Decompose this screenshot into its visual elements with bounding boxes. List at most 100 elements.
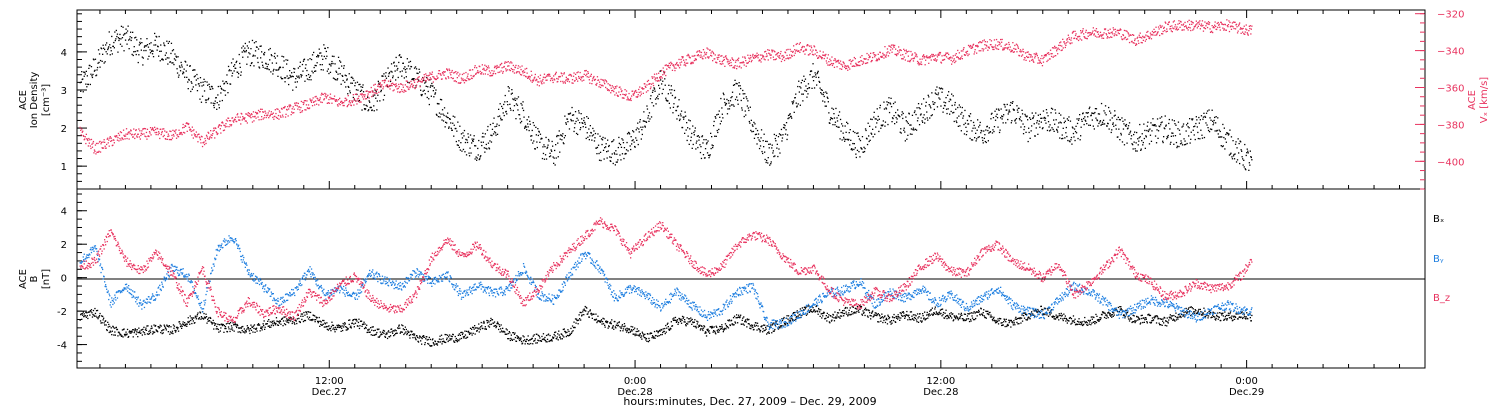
- density-point: [626, 133, 629, 135]
- density-point: [1020, 126, 1022, 128]
- velocity-point: [953, 59, 955, 62]
- density-point: [869, 125, 871, 127]
- density-point: [1223, 127, 1225, 129]
- bx-point: [116, 328, 119, 331]
- density-point: [875, 118, 877, 120]
- velocity-point: [485, 65, 487, 67]
- velocity-point: [921, 58, 923, 60]
- velocity-point: [814, 53, 816, 55]
- density-point: [935, 93, 937, 95]
- velocity-point: [957, 49, 959, 52]
- density-point: [1188, 127, 1190, 129]
- bx-point: [134, 330, 136, 332]
- velocity-point: [193, 133, 195, 135]
- density-point: [654, 98, 657, 100]
- velocity-point: [89, 145, 91, 147]
- density-point: [447, 117, 449, 119]
- density-point: [1173, 120, 1175, 122]
- velocity-point: [1072, 30, 1075, 33]
- density-point: [657, 98, 659, 100]
- density-point: [242, 45, 244, 47]
- density-point: [690, 136, 692, 138]
- velocity-point: [1146, 35, 1148, 37]
- velocity-point: [90, 147, 92, 150]
- velocity-point: [234, 119, 236, 121]
- velocity-point: [685, 59, 687, 61]
- density-point: [969, 113, 972, 115]
- density-point: [1080, 135, 1082, 137]
- density-point: [613, 152, 615, 154]
- velocity-point: [1053, 55, 1055, 57]
- density-point: [374, 94, 376, 96]
- density-point: [610, 160, 612, 162]
- density-point: [240, 74, 242, 76]
- velocity-point: [855, 63, 857, 66]
- velocity-point: [1007, 48, 1009, 50]
- velocity-point: [658, 72, 660, 74]
- velocity-point: [477, 70, 479, 72]
- velocity-point: [919, 63, 922, 65]
- velocity-point: [623, 97, 625, 99]
- velocity-point: [515, 72, 518, 74]
- density-point: [295, 86, 297, 88]
- x-tick-time-label: 0:00: [624, 376, 646, 387]
- velocity-point: [548, 73, 551, 75]
- velocity-point: [574, 79, 576, 82]
- density-point: [683, 118, 685, 120]
- density-point: [598, 159, 601, 161]
- velocity-point: [398, 86, 400, 88]
- density-point: [820, 92, 822, 94]
- density-point: [852, 130, 854, 133]
- velocity-point: [1120, 36, 1122, 38]
- density-point: [890, 106, 893, 108]
- density-point: [1008, 109, 1010, 111]
- velocity-point: [925, 56, 927, 58]
- density-point: [296, 81, 298, 83]
- velocity-point: [293, 112, 295, 114]
- density-point: [1071, 143, 1073, 145]
- velocity-point: [442, 71, 445, 73]
- density-point: [257, 61, 259, 64]
- density-point: [222, 89, 225, 91]
- velocity-point: [292, 106, 294, 108]
- density-point: [809, 74, 811, 76]
- velocity-point: [647, 90, 649, 92]
- velocity-point: [241, 119, 243, 121]
- density-point: [734, 98, 737, 101]
- velocity-point: [709, 49, 711, 51]
- velocity-point: [166, 131, 168, 133]
- density-point: [340, 61, 342, 63]
- density-point: [647, 115, 650, 117]
- density-point: [744, 110, 746, 112]
- velocity-point: [932, 53, 934, 56]
- density-point: [465, 154, 468, 156]
- density-point: [246, 63, 248, 65]
- density-point: [102, 44, 104, 46]
- density-point: [606, 151, 608, 153]
- velocity-point: [133, 128, 135, 130]
- density-point: [330, 63, 333, 65]
- density-point: [916, 120, 919, 122]
- density-point: [1182, 125, 1184, 127]
- density-point: [179, 66, 181, 69]
- density-point: [1156, 118, 1159, 120]
- density-point: [915, 113, 917, 116]
- velocity-point: [322, 93, 324, 96]
- velocity-point: [427, 78, 429, 80]
- velocity-point: [503, 65, 505, 68]
- velocity-point: [719, 63, 721, 65]
- velocity-point: [368, 91, 370, 93]
- velocity-point: [646, 84, 648, 86]
- density-point: [705, 143, 708, 145]
- density-point: [387, 67, 389, 69]
- density-point: [751, 124, 754, 126]
- density-point: [1170, 135, 1172, 137]
- velocity-point: [190, 129, 192, 131]
- density-point: [429, 86, 431, 88]
- velocity-point: [1002, 49, 1004, 51]
- density-point: [919, 108, 921, 110]
- velocity-point: [345, 97, 347, 100]
- velocity-point: [439, 73, 442, 75]
- velocity-point: [343, 102, 345, 104]
- velocity-point: [340, 101, 342, 103]
